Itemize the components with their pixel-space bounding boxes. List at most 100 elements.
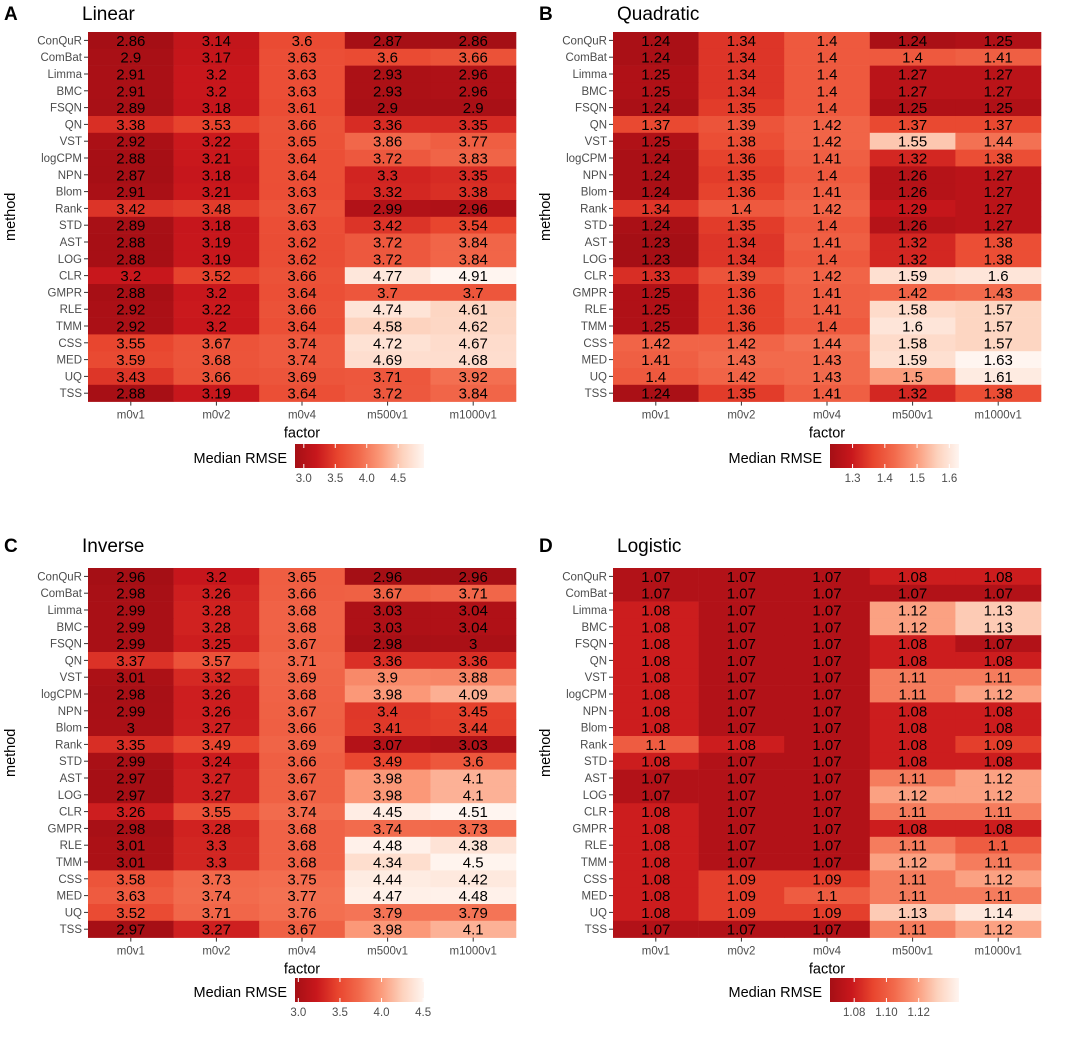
cell-value-label: 3.26 (202, 687, 231, 704)
cell-value-label: 3.42 (116, 201, 145, 218)
cell-value-label: 3.68 (287, 821, 316, 838)
heatmap-cell (784, 786, 871, 804)
heatmap-cell (784, 48, 871, 66)
heatmap-cell (259, 618, 346, 636)
heatmap-cell (613, 351, 699, 369)
heatmap-cell (613, 853, 699, 871)
cell-value-label: 1.41 (812, 386, 841, 403)
heatmap-cell (173, 216, 260, 234)
heatmap-cell (344, 635, 431, 653)
heatmap-cell (344, 267, 431, 285)
cell-value-label: 1.07 (812, 754, 841, 771)
heatmap-cell (869, 32, 956, 50)
heatmap-cell (430, 568, 517, 586)
y-tick-label: LOG (583, 790, 607, 802)
heatmap-cell (430, 48, 517, 66)
y-tick-label: CSS (583, 874, 607, 886)
cell-value-label: 4.51 (459, 804, 488, 821)
cell-value-label: 1.07 (812, 737, 841, 754)
heatmap-cell (784, 216, 871, 234)
legend-tick-label: 3.0 (296, 473, 312, 485)
heatmap-cell (784, 685, 871, 703)
legend-tick-label: 4.0 (374, 1007, 390, 1019)
heatmap-cell (869, 836, 956, 854)
heatmap-cell (344, 853, 431, 871)
y-tick-label: FSQN (50, 639, 82, 651)
heatmap-cell (430, 584, 517, 602)
heatmap-cell (784, 351, 871, 369)
y-tick-label: RLE (60, 840, 83, 852)
heatmap-cell (173, 719, 260, 737)
cell-value-label: 3.68 (287, 855, 316, 872)
cell-value-label: 3.67 (373, 586, 402, 603)
cell-value-label: 1.07 (727, 922, 756, 939)
x-tick-label: m500v1 (367, 410, 408, 422)
cell-value-label: 1.33 (641, 268, 670, 285)
heatmap-cell (344, 685, 431, 703)
heatmap-cell (344, 32, 431, 50)
heatmap-cell (173, 904, 260, 922)
heatmap-cell (173, 82, 260, 100)
cell-value-label: 3.69 (287, 670, 316, 687)
cell-value-label: 1.08 (898, 720, 927, 737)
heatmap-cell (259, 702, 346, 720)
heatmap-cell (430, 216, 517, 234)
cell-value-label: 3.74 (287, 804, 316, 821)
heatmap-cell (784, 183, 871, 201)
heatmap-cell (88, 384, 174, 402)
cell-value-label: 2.98 (373, 636, 402, 653)
cell-value-label: 1.36 (727, 151, 756, 168)
cell-value-label: 3.92 (459, 369, 488, 386)
heatmap-cell (430, 368, 517, 386)
heatmap-cell (784, 618, 871, 636)
heatmap-cell (613, 769, 699, 787)
heatmap-cell (698, 48, 785, 66)
heatmap-cell (259, 853, 346, 871)
heatmap-cell (955, 351, 1042, 369)
heatmap-cell (955, 82, 1042, 100)
cell-value-label: 3.55 (202, 804, 231, 821)
heatmap-cell (259, 250, 346, 268)
cell-value-label: 1.24 (641, 167, 670, 184)
heatmap-cell (784, 736, 871, 754)
panel-title: Linear (82, 4, 135, 25)
cell-value-label: 3.2 (206, 319, 227, 336)
heatmap-cell (955, 719, 1042, 737)
cell-value-label: 1.07 (727, 720, 756, 737)
heatmap-cell (259, 82, 346, 100)
heatmap-cell (344, 149, 431, 167)
heatmap-cell (430, 351, 517, 369)
y-tick-label: QN (590, 655, 607, 667)
panel-label: B (539, 4, 553, 25)
cell-value-label: 3.7 (463, 285, 484, 302)
x-tick-label: m0v2 (727, 410, 755, 422)
cell-value-label: 1.13 (984, 619, 1013, 636)
y-tick-label: UQ (590, 907, 607, 919)
cell-value-label: 4.47 (373, 888, 402, 905)
legend-title: Median RMSE (194, 985, 288, 1001)
y-tick-label: Rank (580, 739, 607, 751)
cell-value-label: 1.36 (727, 285, 756, 302)
heatmap-cell (869, 702, 956, 720)
heatmap-cell (613, 752, 699, 770)
cell-value-label: 1.26 (898, 184, 927, 201)
cell-value-label: 1.4 (817, 319, 838, 336)
cell-value-label: 1.09 (727, 888, 756, 905)
heatmap-cell (784, 368, 871, 386)
cell-value-label: 1.27 (984, 201, 1013, 218)
heatmap-cell (344, 65, 431, 83)
cell-value-label: 1.08 (641, 888, 670, 905)
cell-value-label: 3.71 (202, 905, 231, 922)
y-tick-label: FSQN (50, 103, 82, 115)
cell-value-label: 2.88 (116, 386, 145, 403)
cell-value-label: 1.07 (727, 569, 756, 586)
heatmap-cell (430, 166, 517, 184)
heatmap-cell (88, 48, 174, 66)
cell-value-label: 4.69 (373, 352, 402, 369)
heatmap-cell (173, 48, 260, 66)
heatmap-cell (259, 216, 346, 234)
heatmap-cell (613, 216, 699, 234)
cell-value-label: 3.84 (459, 251, 488, 268)
heatmap-cell (698, 216, 785, 234)
